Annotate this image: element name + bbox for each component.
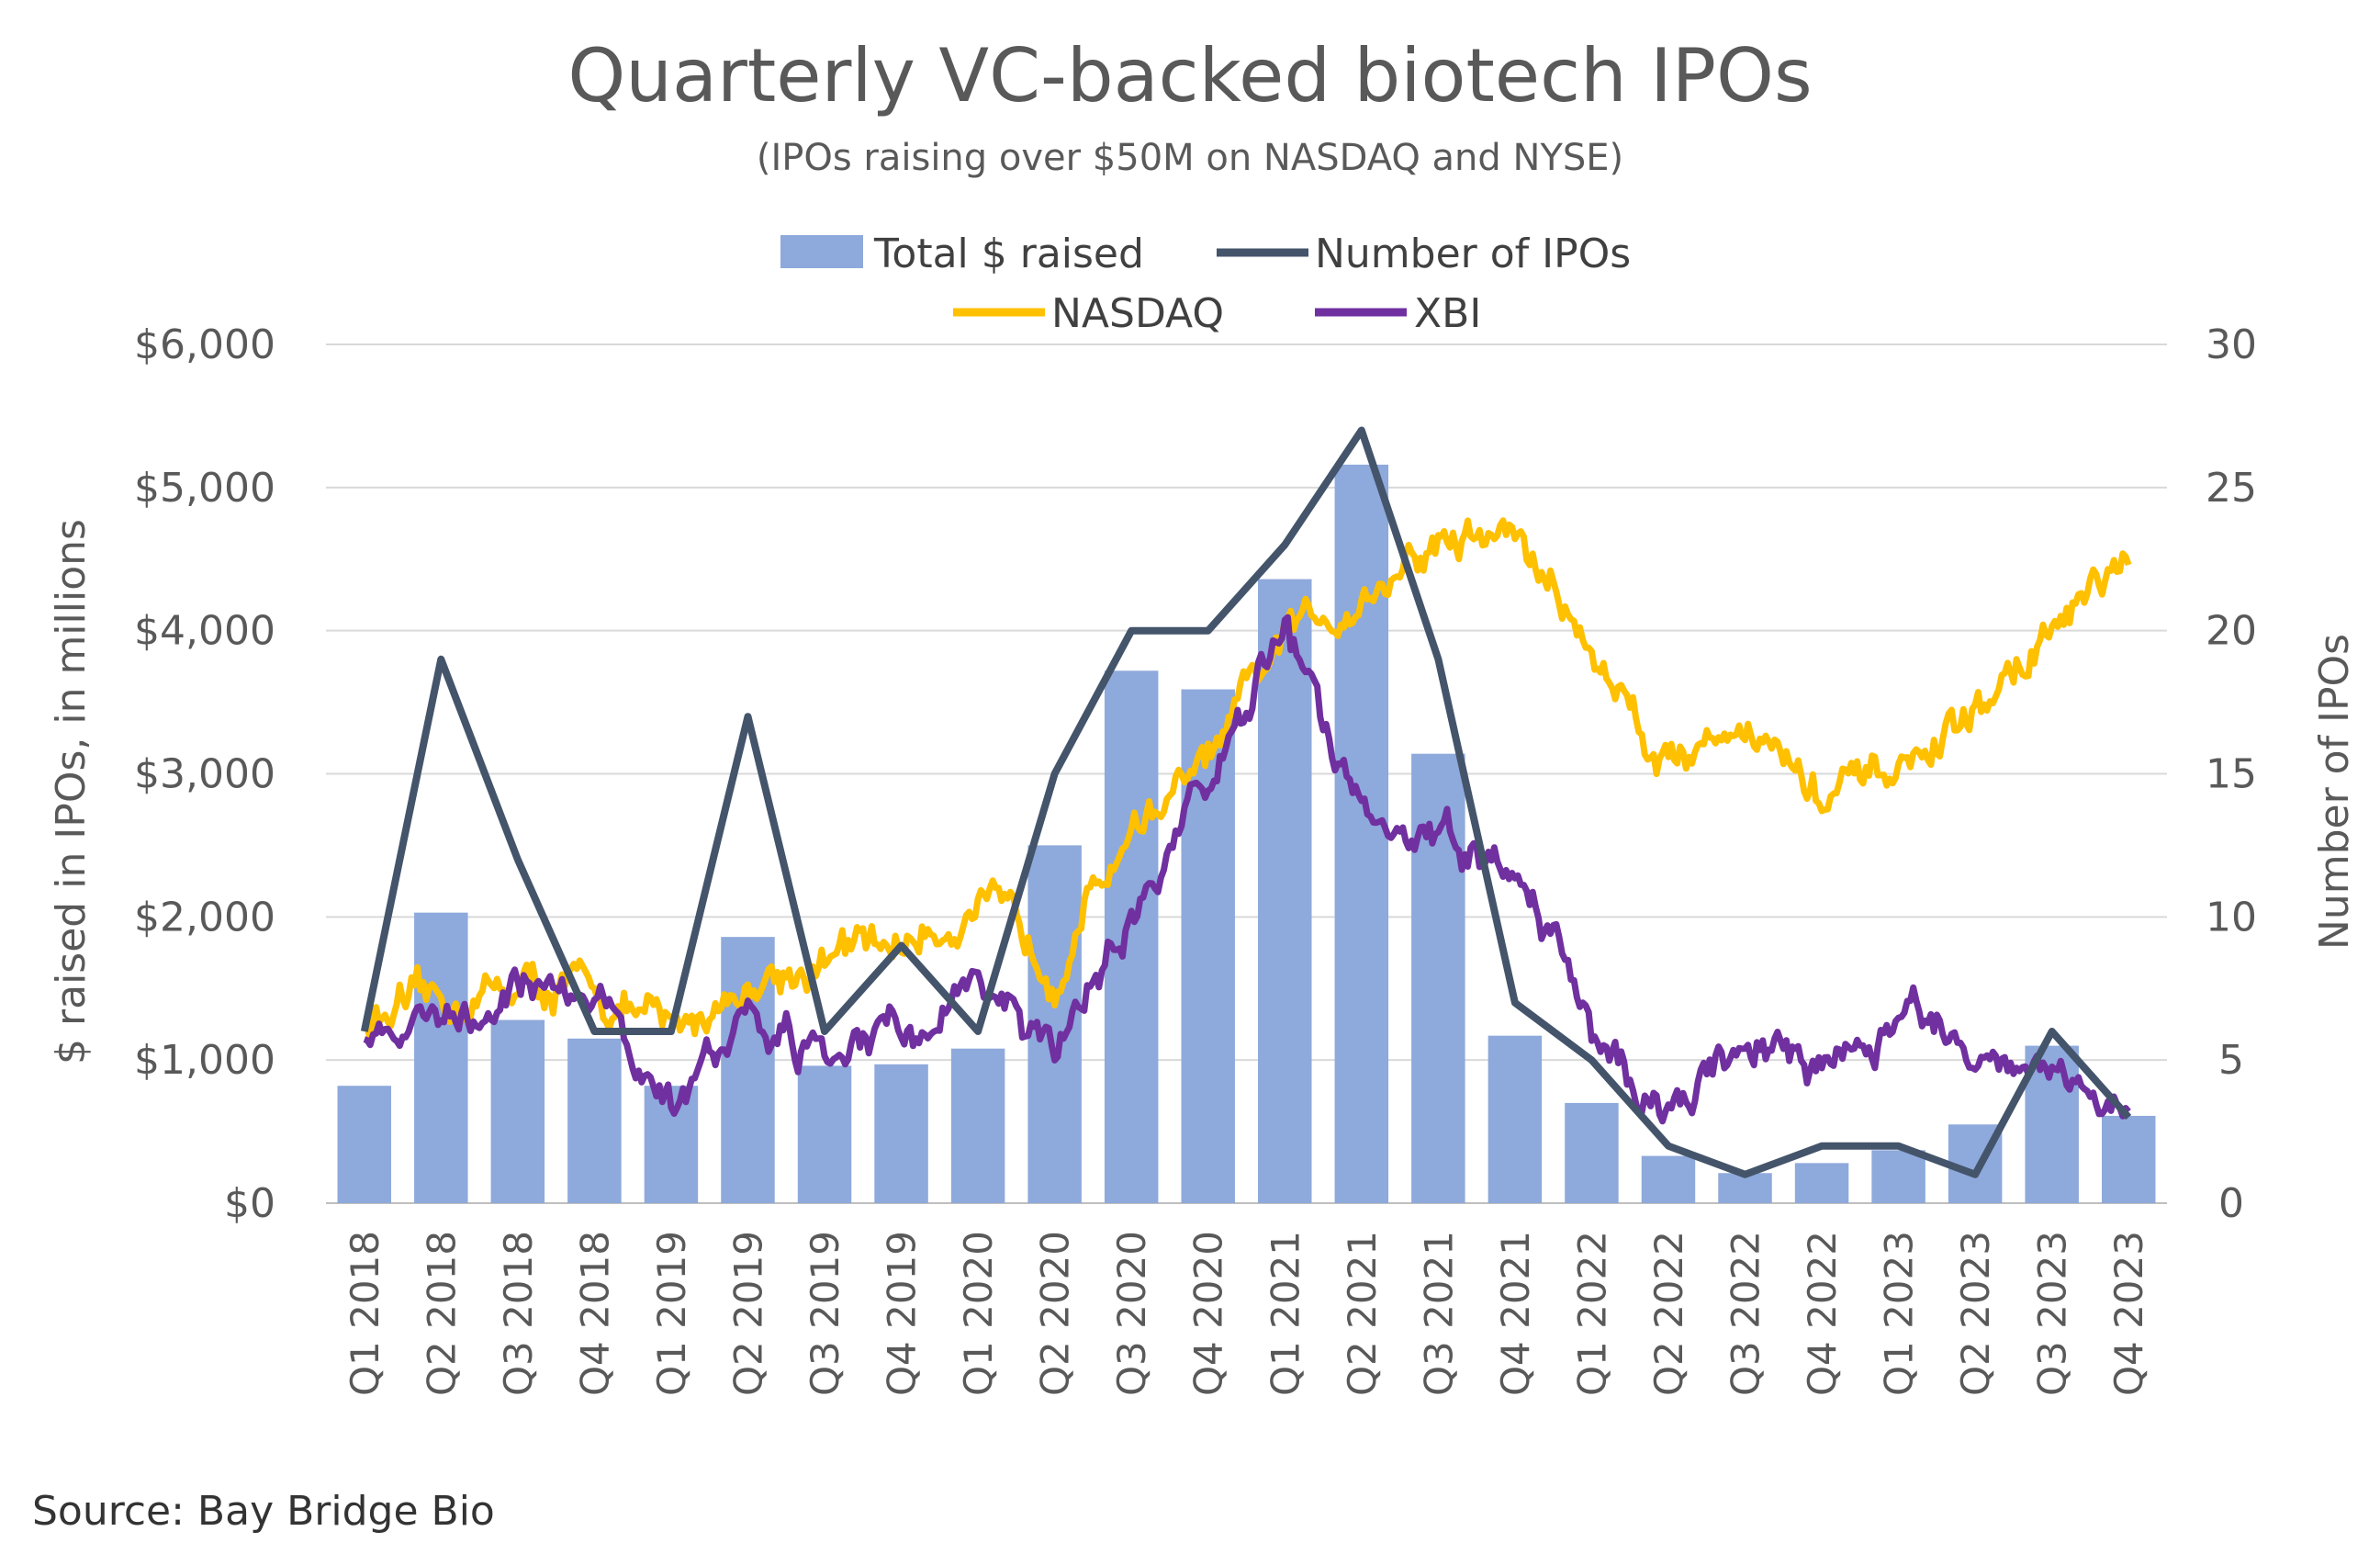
right-tick-label: 25 bbox=[2206, 465, 2257, 512]
x-tick-label: Q1 2019 bbox=[649, 1231, 694, 1396]
bar-total-raised bbox=[1104, 670, 1159, 1203]
bar-total-raised bbox=[1258, 579, 1312, 1203]
x-tick-label: Q2 2022 bbox=[1646, 1231, 1691, 1396]
right-tick-label: 20 bbox=[2206, 608, 2257, 655]
x-tick-label: Q2 2020 bbox=[1033, 1231, 1078, 1396]
x-tick-label: Q1 2018 bbox=[342, 1231, 387, 1396]
bar-total-raised bbox=[1488, 1035, 1543, 1203]
number-of-ipos-line bbox=[360, 426, 2132, 1178]
bar-total-raised bbox=[1565, 1102, 1619, 1203]
source-note: Source: Bay Bridge Bio bbox=[32, 1488, 495, 1535]
x-tick-label: Q1 2022 bbox=[1569, 1231, 1614, 1396]
bar-total-raised bbox=[1871, 1150, 1925, 1203]
xbi-line bbox=[363, 614, 2131, 1125]
right-axis-title: Number of IPOs bbox=[2311, 634, 2358, 950]
x-tick-label: Q4 2019 bbox=[880, 1231, 925, 1396]
bar-total-raised bbox=[414, 912, 468, 1203]
x-tick-label: Q1 2023 bbox=[1877, 1231, 1922, 1396]
x-tick-label: Q4 2023 bbox=[2106, 1231, 2151, 1396]
bar-total-raised bbox=[2101, 1115, 2156, 1203]
right-tick-label: 5 bbox=[2218, 1037, 2244, 1084]
bar-total-raised bbox=[797, 1065, 852, 1203]
x-tick-label: Q3 2022 bbox=[1723, 1231, 1768, 1396]
x-tick-label: Q2 2019 bbox=[725, 1231, 770, 1396]
bar-total-raised bbox=[490, 1019, 545, 1203]
legend-label-xbi: XBI bbox=[1414, 290, 1481, 337]
left-tick-label: $4,000 bbox=[134, 608, 275, 655]
chart-subtitle: (IPOs raising over $50M on NASDAQ and NY… bbox=[757, 137, 1623, 179]
bar-total-raised bbox=[1411, 753, 1465, 1203]
right-tick-label: 0 bbox=[2218, 1180, 2244, 1227]
bar-total-raised bbox=[1334, 464, 1389, 1203]
left-tick-label: $2,000 bbox=[134, 894, 275, 940]
x-tick-label: Q4 2022 bbox=[1800, 1231, 1845, 1396]
x-tick-label: Q1 2021 bbox=[1263, 1231, 1308, 1396]
bar-total-raised bbox=[874, 1064, 928, 1203]
nasdaq-line bbox=[362, 517, 2132, 1043]
right-tick-label: 15 bbox=[2206, 751, 2257, 798]
x-axis-ticks: Q1 2018 Q2 2018 Q3 2018 Q4 2018 Q1 2019 Q2 20… bbox=[342, 1231, 2151, 1396]
legend-label-nasdaq: NASDAQ bbox=[1051, 290, 1224, 337]
bar-series bbox=[337, 464, 2156, 1203]
x-tick-label: Q2 2021 bbox=[1340, 1231, 1385, 1396]
bar-total-raised bbox=[950, 1048, 1005, 1203]
bar-total-raised bbox=[337, 1086, 392, 1203]
left-tick-label: $0 bbox=[224, 1180, 275, 1227]
left-axis-title: $ raised in IPOs, in millions bbox=[48, 519, 95, 1064]
legend-label-ipos: Number of IPOs bbox=[1315, 231, 1631, 277]
bar-total-raised bbox=[1641, 1155, 1696, 1203]
bar-total-raised bbox=[1794, 1163, 1849, 1203]
right-tick-label: 30 bbox=[2206, 321, 2257, 368]
legend-swatch-bars bbox=[780, 235, 863, 268]
x-tick-label: Q4 2021 bbox=[1493, 1231, 1538, 1396]
bar-total-raised bbox=[567, 1038, 622, 1203]
legend-label-bars: Total $ raised bbox=[873, 231, 1144, 277]
left-tick-label: $5,000 bbox=[134, 465, 275, 512]
x-tick-label: Q4 2020 bbox=[1186, 1231, 1231, 1396]
left-tick-label: $1,000 bbox=[134, 1037, 275, 1084]
x-tick-label: Q2 2023 bbox=[1953, 1231, 1998, 1396]
x-tick-label: Q4 2018 bbox=[572, 1231, 617, 1396]
x-tick-label: Q2 2018 bbox=[419, 1231, 464, 1396]
left-tick-label: $3,000 bbox=[134, 751, 275, 798]
x-tick-label: Q3 2020 bbox=[1109, 1231, 1154, 1396]
right-tick-label: 10 bbox=[2206, 894, 2257, 940]
left-axis-ticks: $0 $1,000 $2,000 $3,000 $4,000 $5,000 $6,000 bbox=[134, 321, 275, 1227]
left-tick-label: $6,000 bbox=[134, 321, 275, 368]
x-tick-label: Q3 2018 bbox=[496, 1231, 541, 1396]
chart-title: Quarterly VC-backed biotech IPOs bbox=[567, 33, 1812, 118]
legend: Total $ raised Number of IPOs NASDAQ XBI bbox=[780, 231, 1631, 337]
x-tick-label: Q3 2023 bbox=[2030, 1231, 2075, 1396]
line-series bbox=[360, 426, 2132, 1178]
x-tick-label: Q3 2019 bbox=[803, 1231, 848, 1396]
x-tick-label: Q3 2021 bbox=[1416, 1231, 1461, 1396]
right-axis-ticks: 0 5 10 15 20 25 30 bbox=[2206, 321, 2257, 1227]
x-tick-label: Q1 2020 bbox=[956, 1231, 1001, 1396]
